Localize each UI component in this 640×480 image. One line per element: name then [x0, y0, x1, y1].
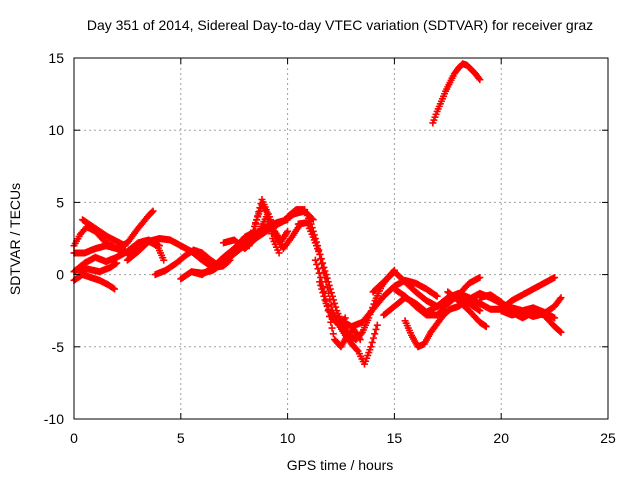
- series-arc-18: [337, 276, 441, 331]
- plus-marker: [332, 303, 340, 311]
- plus-marker: [328, 324, 336, 332]
- x-tick-label: 10: [280, 430, 296, 446]
- plus-marker: [284, 227, 292, 235]
- plus-marker: [314, 265, 322, 273]
- plus-marker: [356, 336, 364, 344]
- plus-marker: [316, 273, 324, 281]
- series-arc-23: [444, 288, 490, 331]
- series-arc-5: [72, 259, 121, 276]
- x-tick-label: 5: [177, 430, 185, 446]
- chart-title: Day 351 of 2014, Sidereal Day-to-day VTE…: [87, 17, 593, 33]
- data-layer: [70, 60, 565, 368]
- plus-marker: [372, 325, 380, 333]
- plus-marker: [265, 220, 273, 228]
- plus-marker: [475, 74, 483, 82]
- x-tick-label: 20: [493, 430, 509, 446]
- plus-marker: [255, 208, 263, 216]
- plus-marker: [371, 330, 379, 338]
- plus-marker: [275, 249, 283, 257]
- plus-marker: [321, 296, 329, 304]
- plus-marker: [148, 208, 156, 216]
- plus-marker: [313, 260, 321, 268]
- plus-marker: [320, 292, 328, 300]
- plus-marker: [149, 207, 157, 215]
- plus-marker: [329, 330, 337, 338]
- plus-marker: [476, 307, 484, 315]
- series-arc-26: [429, 60, 484, 127]
- plus-marker: [254, 212, 262, 220]
- plus-marker: [249, 226, 257, 234]
- y-tick-label: 10: [48, 122, 64, 138]
- plus-marker: [113, 259, 121, 267]
- series-arc-25: [497, 294, 565, 320]
- series-arc-13: [252, 196, 283, 257]
- plus-marker: [316, 250, 324, 258]
- plus-marker: [268, 230, 276, 238]
- plus-marker: [368, 338, 376, 346]
- plus-marker: [317, 281, 325, 289]
- plus-marker: [318, 260, 326, 268]
- plus-marker: [160, 256, 168, 264]
- plus-marker: [263, 210, 271, 218]
- plus-marker: [253, 216, 261, 224]
- plus-marker: [317, 255, 325, 263]
- plus-marker: [556, 327, 564, 335]
- plus-marker: [318, 285, 326, 293]
- plus-marker: [327, 301, 335, 309]
- plus-marker: [109, 284, 117, 292]
- x-tick-label: 25: [600, 430, 616, 446]
- plus-marker: [353, 346, 361, 354]
- plus-marker: [155, 242, 163, 250]
- plus-marker: [262, 206, 270, 214]
- series-arc-6: [79, 216, 129, 250]
- plus-marker: [433, 292, 441, 300]
- plus-marker: [556, 295, 564, 303]
- plus-marker: [432, 291, 440, 299]
- plus-marker: [264, 215, 272, 223]
- plus-marker: [319, 289, 327, 297]
- series-arc-16: [311, 256, 364, 351]
- x-axis-label: GPS time / hours: [287, 457, 394, 473]
- plus-marker: [111, 285, 119, 293]
- series-arc-15: [294, 219, 381, 368]
- x-tick-label: 15: [387, 430, 403, 446]
- y-tick-label: -10: [44, 411, 64, 427]
- plus-marker: [311, 256, 319, 264]
- plus-marker: [476, 273, 484, 281]
- plus-marker: [252, 220, 260, 228]
- plus-marker: [482, 323, 490, 331]
- plus-marker: [373, 321, 381, 329]
- plus-marker: [267, 225, 275, 233]
- y-tick-label: 15: [48, 50, 64, 66]
- plus-marker: [551, 273, 559, 281]
- plus-marker: [557, 294, 565, 302]
- y-tick-label: -5: [52, 339, 65, 355]
- series-arc-3: [70, 271, 119, 293]
- plus-marker: [331, 299, 339, 307]
- plus-marker: [316, 278, 324, 286]
- y-tick-label: 5: [56, 194, 64, 210]
- plus-marker: [551, 314, 559, 322]
- tick-layer: 0 5 10 15 20 25 -10 -5 0 5 10 15: [44, 50, 616, 446]
- plus-marker: [315, 269, 323, 277]
- plus-marker: [246, 238, 254, 246]
- plus-marker: [476, 76, 484, 84]
- plus-marker: [367, 343, 375, 351]
- plus-marker: [309, 216, 317, 224]
- y-axis-label: SDTVAR / TECUs: [7, 183, 23, 295]
- plus-marker: [323, 284, 331, 292]
- y-tick-label: 0: [56, 267, 64, 283]
- plus-marker: [557, 328, 565, 336]
- plus-marker: [369, 334, 377, 342]
- plot-frame: [73, 57, 609, 420]
- plus-marker: [121, 242, 129, 250]
- plus-marker: [475, 306, 483, 314]
- x-tick-label: 0: [70, 430, 78, 446]
- plus-marker: [245, 242, 253, 250]
- series-arc-21: [390, 273, 484, 319]
- plus-marker: [248, 230, 256, 238]
- plus-marker: [247, 234, 255, 242]
